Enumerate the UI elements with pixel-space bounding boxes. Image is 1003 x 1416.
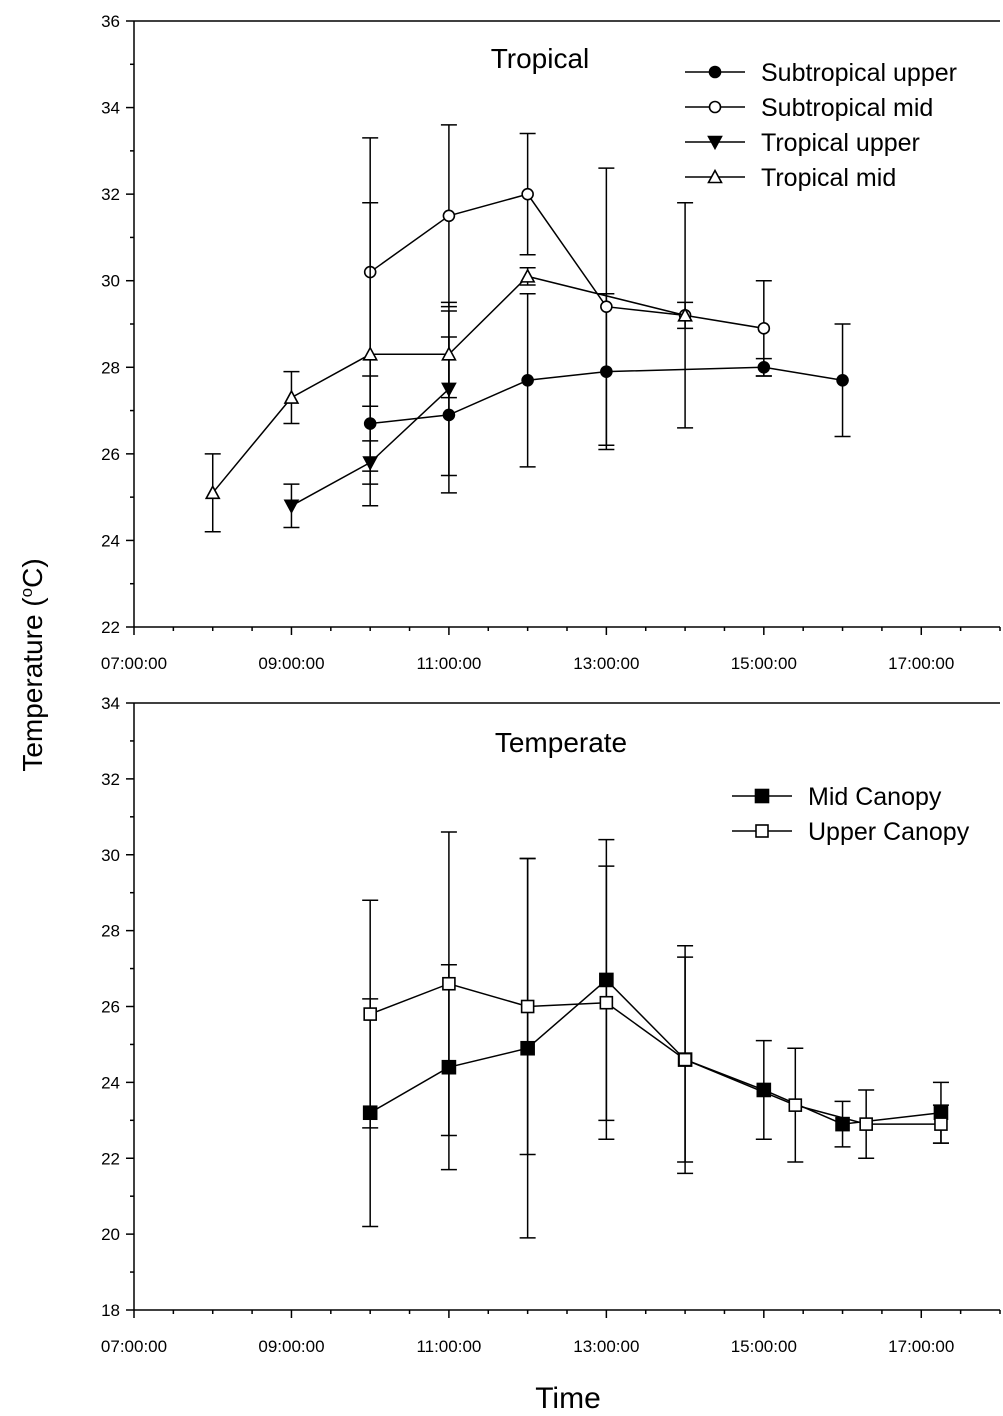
y-tick-label: 22 bbox=[101, 618, 120, 637]
y-tick-label: 32 bbox=[101, 185, 120, 204]
data-point bbox=[788, 1098, 803, 1112]
y-axis-label-text: Temperature ( bbox=[17, 597, 48, 772]
legend-item-tropical-upper: Tropical upper bbox=[685, 129, 920, 157]
x-tick-label: 15:00:00 bbox=[731, 1337, 797, 1356]
panel-temperate: 18 20 22 24 26 28 30 32 34 07:00:00 09:00:00 11:00:… bbox=[101, 694, 1001, 1356]
legend-marker bbox=[708, 65, 722, 79]
y-tick-label: 18 bbox=[101, 1301, 120, 1320]
data-point bbox=[362, 346, 379, 361]
data-point bbox=[283, 389, 300, 404]
data-point bbox=[441, 346, 457, 361]
series-subtropical-mid bbox=[362, 124, 772, 446]
data-point bbox=[599, 995, 614, 1010]
data-point bbox=[442, 209, 456, 223]
series-line bbox=[369, 193, 764, 330]
data-point bbox=[520, 999, 535, 1014]
axes bbox=[126, 20, 1001, 635]
series-line bbox=[370, 366, 843, 425]
axes bbox=[126, 702, 1001, 1318]
x-tick-label: 09:00:00 bbox=[258, 1337, 324, 1356]
data-point bbox=[363, 1007, 377, 1021]
x-axis-label: Time bbox=[535, 1382, 601, 1415]
y-tick-label: 26 bbox=[101, 998, 120, 1017]
y-axis-label: Temperature (oC) bbox=[17, 558, 48, 771]
data-point bbox=[442, 976, 456, 991]
y-tick-label: 20 bbox=[101, 1225, 120, 1244]
legend-marker bbox=[707, 135, 723, 151]
data-point bbox=[600, 300, 613, 313]
legend-item-mid-canopy: Mid Canopy bbox=[732, 783, 942, 811]
data-point bbox=[757, 322, 771, 335]
data-point bbox=[836, 373, 849, 387]
y-tick-label: 34 bbox=[101, 99, 120, 118]
data-point bbox=[204, 484, 221, 500]
legend-marker bbox=[708, 100, 722, 114]
x-tick-label: 13:00:00 bbox=[573, 1337, 639, 1356]
y-tick-label: 36 bbox=[101, 12, 120, 31]
x-tick-label: 13:00:00 bbox=[573, 654, 639, 673]
chart-title: Tropical bbox=[491, 43, 590, 74]
legend-item-upper-canopy: Upper Canopy bbox=[732, 818, 970, 846]
data-point bbox=[677, 307, 693, 322]
series-tropical-mid bbox=[204, 202, 694, 533]
legend-label: Tropical mid bbox=[761, 164, 896, 192]
legend-marker bbox=[755, 824, 769, 838]
legend-item-subtropical-upper: Subtropical upper bbox=[685, 59, 957, 87]
y-axis-label-unit: C) bbox=[17, 558, 48, 588]
legend-item-subtropical-mid: Subtropical mid bbox=[685, 94, 933, 122]
x-tick-label: 17:00:00 bbox=[888, 654, 954, 673]
legend-label: Subtropical mid bbox=[761, 94, 933, 122]
y-tick-label: 26 bbox=[101, 445, 120, 464]
legend: Mid Canopy Upper Canopy bbox=[732, 783, 970, 846]
legend-label: Tropical upper bbox=[761, 129, 920, 157]
data-point bbox=[521, 187, 534, 201]
x-tick-label: 11:00:00 bbox=[416, 654, 481, 673]
y-tick-label: 22 bbox=[101, 1149, 120, 1168]
x-tick-label: 11:00:00 bbox=[416, 1337, 481, 1356]
data-point bbox=[859, 1117, 873, 1131]
y-tick-label: 28 bbox=[101, 922, 120, 941]
legend-label: Upper Canopy bbox=[808, 818, 970, 846]
series-line bbox=[369, 982, 941, 1125]
y-tick-label: 30 bbox=[101, 846, 120, 865]
data-point bbox=[283, 499, 300, 514]
data-point bbox=[934, 1117, 948, 1131]
legend-item-tropical-mid: Tropical mid bbox=[685, 164, 896, 192]
y-tick-label: 34 bbox=[101, 694, 120, 713]
series-line bbox=[212, 275, 686, 494]
data-point bbox=[519, 268, 536, 283]
data-point bbox=[678, 1052, 692, 1067]
y-tick-label: 32 bbox=[101, 770, 120, 789]
x-tick-label: 09:00:00 bbox=[258, 654, 324, 673]
legend: Subtropical upper Subtropical mid Tropical… bbox=[685, 59, 957, 192]
data-point bbox=[521, 373, 534, 387]
x-tick-label: 07:00:00 bbox=[101, 1337, 167, 1356]
panel-tropical: 22 24 26 28 30 32 34 36 07:00:00 09:00:00 11:00:00… bbox=[101, 12, 1001, 673]
legend-marker bbox=[707, 168, 723, 184]
series-line bbox=[369, 978, 942, 1125]
legend-marker bbox=[754, 788, 770, 804]
series-upper-canopy bbox=[362, 831, 949, 1163]
y-axis-label-superscript: o bbox=[17, 588, 36, 597]
legend-label: Subtropical upper bbox=[761, 59, 957, 87]
x-tick-label: 17:00:00 bbox=[888, 1337, 954, 1356]
y-tick-label: 30 bbox=[101, 272, 120, 291]
x-tick-label: 07:00:00 bbox=[101, 654, 167, 673]
y-tick-label: 24 bbox=[101, 531, 120, 550]
y-tick-label: 28 bbox=[101, 358, 120, 377]
y-tick-label: 24 bbox=[101, 1073, 120, 1092]
x-tick-label: 15:00:00 bbox=[731, 654, 797, 673]
legend-label: Mid Canopy bbox=[808, 783, 942, 811]
chart-title: Temperate bbox=[495, 727, 627, 758]
